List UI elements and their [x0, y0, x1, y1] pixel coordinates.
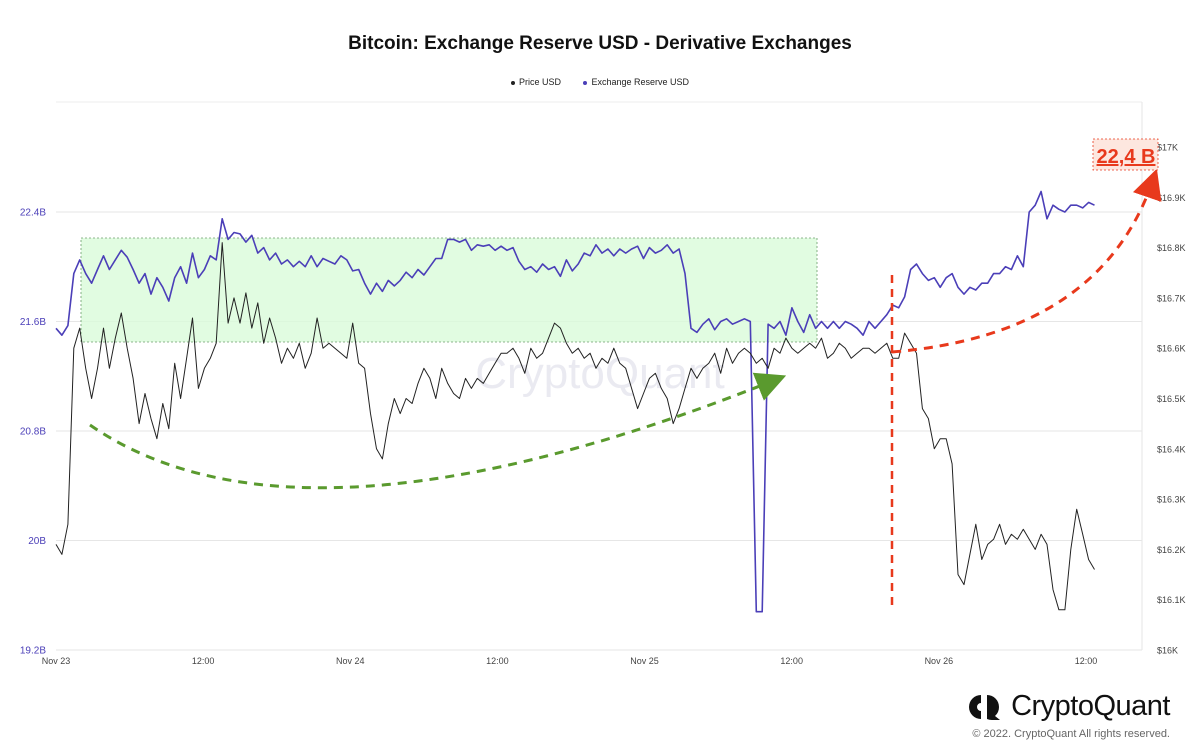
legend-label-reserve: Exchange Reserve USD [591, 77, 690, 87]
legend-label-price: Price USD [518, 77, 561, 87]
cryptoquant-logo: CryptoQuant [967, 690, 1170, 723]
y-right-tick-label: $16.9K [1157, 193, 1186, 203]
red-trend-arrow [891, 168, 1162, 354]
x-tick-label: Nov 23 [42, 656, 71, 666]
watermark: CryptoQuant [475, 349, 724, 398]
chart-title: Bitcoin: Exchange Reserve USD - Derivati… [348, 33, 852, 54]
x-tick-label: Nov 24 [336, 656, 365, 666]
y-left-tick-label: 20.8B [20, 427, 46, 438]
cryptoquant-logo-icon [969, 694, 1001, 720]
y-right-tick-label: $16.7K [1157, 293, 1186, 303]
legend-dot-icon [583, 80, 588, 85]
y-right-tick-label: $16.1K [1157, 595, 1186, 605]
y-right-tick-label: $17K [1157, 143, 1178, 153]
chart-legend: Price USD Exchange Reserve USD [0, 77, 1200, 87]
price-series-line[interactable] [55, 242, 1095, 611]
x-tick-label: 12:00 [192, 656, 215, 666]
reserve-series-line[interactable] [55, 190, 1095, 613]
x-tick-label: Nov 25 [630, 656, 659, 666]
y-left-tick-label: 20B [28, 536, 46, 547]
x-tick-label: 12:00 [1075, 656, 1098, 666]
legend-dot-icon [510, 80, 515, 85]
y-right-tick-label: $16.8K [1157, 243, 1186, 253]
y-left-tick-label: 19.2B [20, 646, 46, 657]
annotation-box [1092, 138, 1159, 171]
x-tick-label: Nov 26 [925, 656, 954, 666]
y-right-tick-label: $16.5K [1157, 394, 1186, 404]
y-right-tick-label: $16.3K [1157, 495, 1186, 505]
x-tick-label: 12:00 [780, 656, 803, 666]
x-tick-label: 12:00 [486, 656, 509, 666]
y-left-tick-label: 22.4B [20, 208, 46, 219]
y-right-tick-label: $16.2K [1157, 545, 1186, 555]
y-right-tick-label: $16K [1157, 646, 1178, 656]
green-trend-arrow [89, 372, 787, 490]
copyright: © 2022. CryptoQuant All rights reserved. [972, 728, 1170, 740]
y-right-tick-label: $16.4K [1157, 444, 1186, 454]
y-left-tick-label: 21.6B [20, 317, 46, 328]
y-right-tick-label: $16.6K [1157, 344, 1186, 354]
range-highlight-box [80, 237, 818, 343]
legend-item-reserve[interactable]: Exchange Reserve USD [583, 77, 689, 87]
chart-plot: CryptoQuant 22.4B 21.6B 20.8B 20B 19.2B $17K $… [20, 101, 1186, 666]
annotation-label: 22,4 B [1097, 146, 1156, 168]
logo-text: CryptoQuant [1011, 690, 1170, 722]
legend-item-price[interactable]: Price USD [510, 77, 561, 87]
